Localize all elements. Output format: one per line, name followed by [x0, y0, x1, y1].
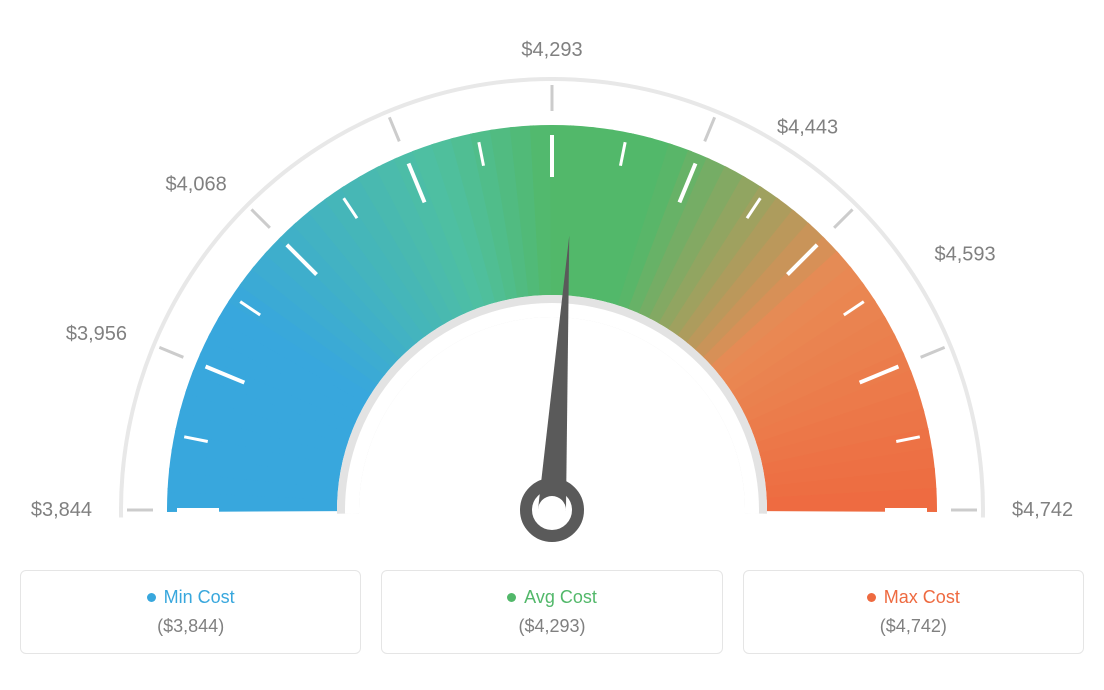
legend-max-value: ($4,742)	[764, 616, 1063, 637]
dot-icon	[867, 593, 876, 602]
legend-min-label: Min Cost	[41, 587, 340, 608]
legend-min-value: ($3,844)	[41, 616, 340, 637]
svg-text:$4,742: $4,742	[1012, 499, 1073, 521]
legend-min-text: Min Cost	[164, 587, 235, 608]
legend-avg-text: Avg Cost	[524, 587, 597, 608]
svg-text:$4,293: $4,293	[521, 39, 582, 61]
legend-avg-label: Avg Cost	[402, 587, 701, 608]
svg-text:$4,068: $4,068	[166, 174, 227, 196]
legend-max-text: Max Cost	[884, 587, 960, 608]
legend-min: Min Cost ($3,844)	[20, 570, 361, 654]
dot-icon	[507, 593, 516, 602]
cost-gauge-container: $3,844 $3,956 $4,068 $4,293 $4,443 $4,593 $4,7…	[20, 20, 1084, 654]
svg-text:$3,844: $3,844	[31, 499, 92, 521]
svg-text:$4,593: $4,593	[934, 243, 995, 265]
svg-text:$4,443: $4,443	[777, 117, 838, 139]
legend-avg: Avg Cost ($4,293)	[381, 570, 722, 654]
legend-row: Min Cost ($3,844) Avg Cost ($4,293) Max …	[20, 570, 1084, 654]
svg-text:$3,956: $3,956	[66, 323, 127, 345]
gauge-chart: $3,844 $3,956 $4,068 $4,293 $4,443 $4,593 $4,7…	[20, 20, 1084, 550]
legend-max: Max Cost ($4,742)	[743, 570, 1084, 654]
dot-icon	[147, 593, 156, 602]
legend-max-label: Max Cost	[764, 587, 1063, 608]
legend-avg-value: ($4,293)	[402, 616, 701, 637]
